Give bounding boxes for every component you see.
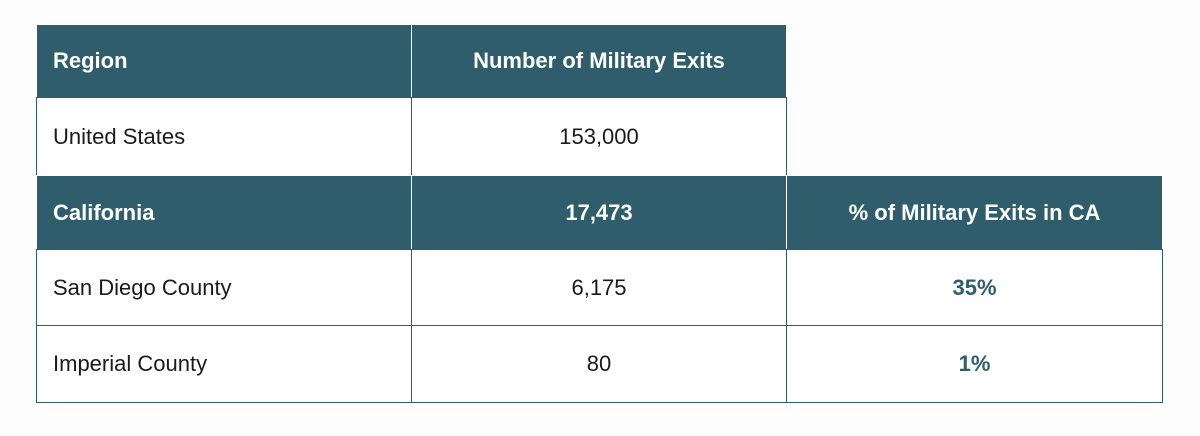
cell-region: San Diego County — [36, 249, 412, 326]
cell-exits: 153,000 — [411, 97, 787, 176]
cell-exits: 6,175 — [411, 249, 787, 326]
cell-region: Imperial County — [36, 325, 412, 403]
cell-pct: 1% — [786, 325, 1163, 403]
cell-exits: 80 — [411, 325, 787, 403]
cell-region: United States — [36, 97, 412, 176]
header-region: Region — [36, 24, 412, 98]
cell-region-california: California — [36, 175, 412, 250]
cell-pct: 35% — [786, 249, 1163, 326]
header-exits: Number of Military Exits — [411, 24, 787, 98]
cell-exits-california: 17,473 — [411, 175, 787, 250]
header-pct-ca: % of Military Exits in CA — [786, 175, 1163, 250]
